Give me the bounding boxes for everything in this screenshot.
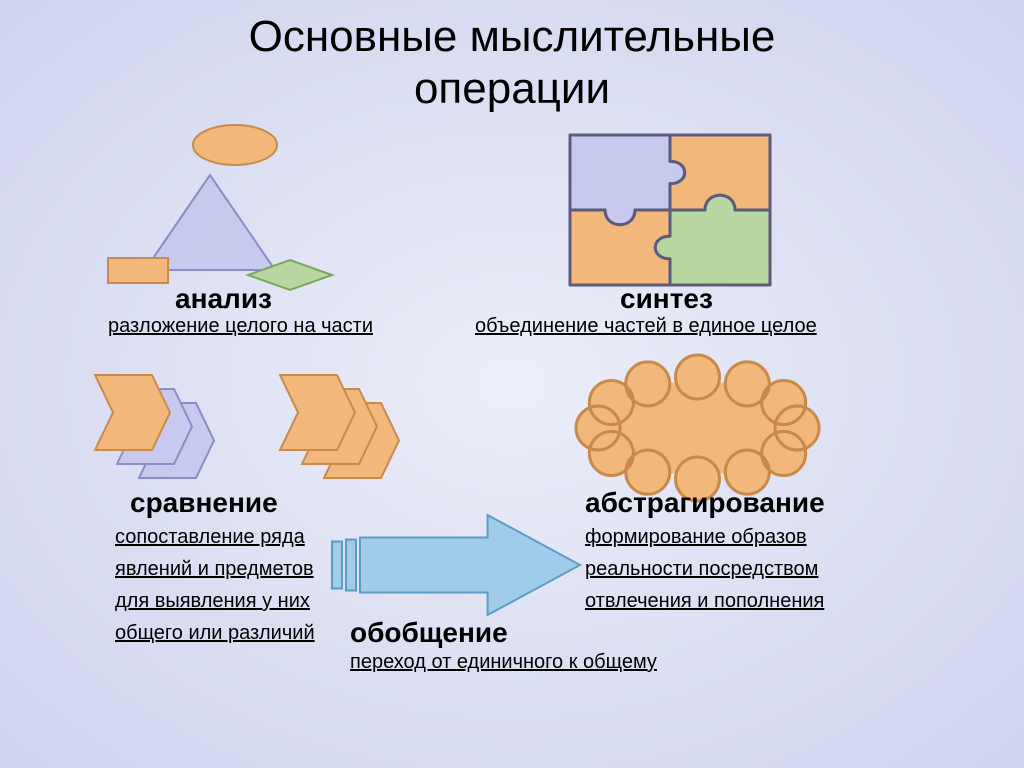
comparison-desc: сопоставление ряда явлений и предметов д… xyxy=(115,521,345,649)
comparison-label: сравнение xyxy=(130,487,278,519)
abstraction-label: абстрагирование xyxy=(585,487,825,519)
synthesis-label: синтез xyxy=(620,283,713,315)
abstraction-desc: формирование образов реальности посредст… xyxy=(585,521,885,617)
analysis-label: анализ xyxy=(175,283,272,315)
synthesis-desc: объединение частей в единое целое xyxy=(475,315,817,338)
analysis-desc: разложение целого на части xyxy=(108,315,373,338)
generalization-label: обобщение xyxy=(350,617,508,649)
generalization-desc: переход от единичного к общему xyxy=(350,651,657,674)
